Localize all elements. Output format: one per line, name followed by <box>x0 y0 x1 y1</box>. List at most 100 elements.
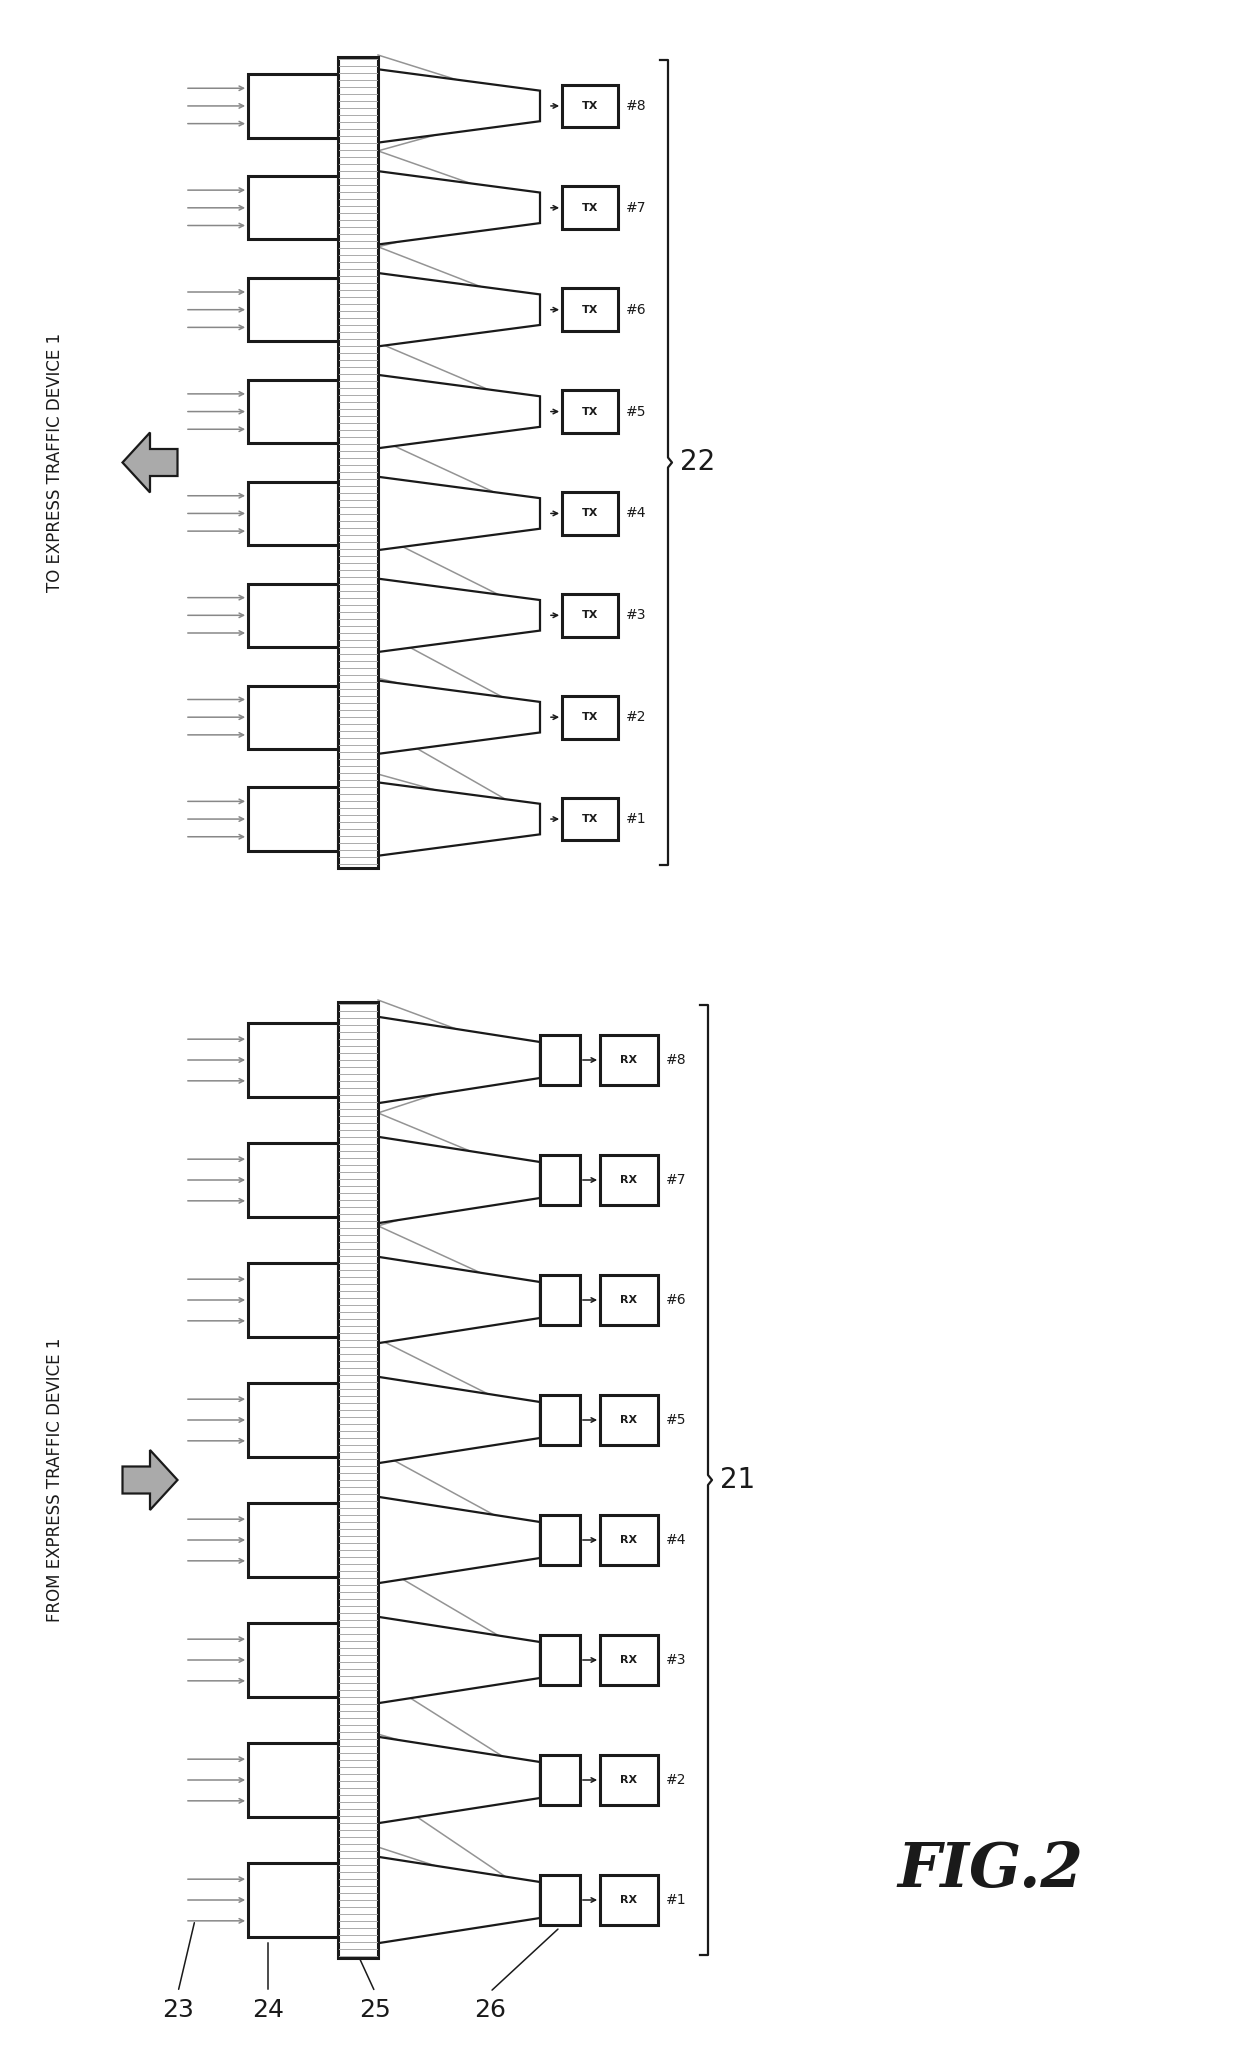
Text: #2: #2 <box>666 1772 687 1787</box>
Bar <box>339 58 378 869</box>
Text: #6: #6 <box>666 1294 687 1308</box>
Bar <box>600 1275 658 1324</box>
Bar <box>562 390 618 433</box>
Bar <box>248 175 339 239</box>
Bar <box>600 1875 658 1925</box>
Text: RX: RX <box>620 1054 637 1065</box>
Text: #3: #3 <box>666 1652 687 1667</box>
Polygon shape <box>378 1137 539 1223</box>
Bar <box>248 1743 339 1818</box>
Bar <box>600 1395 658 1446</box>
Bar <box>562 798 618 840</box>
Bar <box>539 1756 580 1805</box>
Bar <box>562 85 618 128</box>
Text: FROM EXPRESS TRAFFIC DEVICE 1: FROM EXPRESS TRAFFIC DEVICE 1 <box>46 1337 64 1622</box>
Text: FIG.2: FIG.2 <box>897 1840 1083 1900</box>
Text: 22: 22 <box>680 448 715 477</box>
Text: TX: TX <box>582 712 598 722</box>
Polygon shape <box>378 171 539 245</box>
Polygon shape <box>123 1450 177 1510</box>
Text: RX: RX <box>620 1415 637 1426</box>
Text: 21: 21 <box>720 1467 755 1494</box>
Bar <box>562 289 618 330</box>
Polygon shape <box>378 681 539 753</box>
Text: #5: #5 <box>666 1413 687 1428</box>
Text: TX: TX <box>582 815 598 823</box>
Text: #1: #1 <box>666 1894 687 1906</box>
Text: #8: #8 <box>626 99 646 113</box>
Text: TX: TX <box>582 202 598 212</box>
Polygon shape <box>378 70 539 142</box>
Bar <box>539 1395 580 1446</box>
Polygon shape <box>378 477 539 551</box>
Bar <box>562 493 618 534</box>
Text: #5: #5 <box>626 404 646 419</box>
Polygon shape <box>378 1256 539 1343</box>
Polygon shape <box>378 1017 539 1104</box>
Bar <box>600 1756 658 1805</box>
Text: TX: TX <box>582 406 598 417</box>
Text: RX: RX <box>620 1535 637 1545</box>
Text: 23: 23 <box>162 1997 193 2022</box>
Bar <box>600 1036 658 1085</box>
Bar <box>248 1382 339 1456</box>
Text: #8: #8 <box>666 1052 687 1067</box>
Bar <box>248 788 339 850</box>
Bar <box>539 1514 580 1566</box>
Bar <box>539 1875 580 1925</box>
Text: TX: TX <box>582 611 598 621</box>
Text: TX: TX <box>582 507 598 518</box>
Text: 26: 26 <box>474 1997 506 2022</box>
Polygon shape <box>378 1857 539 1943</box>
Text: 25: 25 <box>360 1997 391 2022</box>
Bar <box>562 695 618 739</box>
Text: RX: RX <box>620 1774 637 1784</box>
Polygon shape <box>378 1737 539 1824</box>
Polygon shape <box>123 433 177 493</box>
Bar <box>248 380 339 444</box>
Bar <box>248 1863 339 1937</box>
Bar <box>248 584 339 648</box>
Bar <box>248 685 339 749</box>
Text: RX: RX <box>620 1896 637 1904</box>
Bar <box>248 74 339 138</box>
Text: TX: TX <box>582 305 598 316</box>
Bar <box>248 1263 339 1337</box>
Bar <box>248 1143 339 1217</box>
Text: RX: RX <box>620 1176 637 1184</box>
Bar <box>248 1502 339 1578</box>
Bar <box>539 1155 580 1205</box>
Text: #4: #4 <box>626 505 646 520</box>
Polygon shape <box>378 1617 539 1704</box>
Bar <box>539 1036 580 1085</box>
Bar <box>539 1634 580 1685</box>
Bar <box>248 483 339 545</box>
Bar <box>600 1514 658 1566</box>
Text: #4: #4 <box>666 1533 687 1547</box>
Text: #2: #2 <box>626 710 646 724</box>
Polygon shape <box>378 375 539 448</box>
Polygon shape <box>378 782 539 856</box>
Text: TO EXPRESS TRAFFIC DEVICE 1: TO EXPRESS TRAFFIC DEVICE 1 <box>46 332 64 592</box>
Bar <box>539 1275 580 1324</box>
Polygon shape <box>378 578 539 652</box>
Polygon shape <box>378 272 539 347</box>
Bar <box>562 594 618 637</box>
Bar <box>562 186 618 229</box>
Text: 24: 24 <box>252 1997 284 2022</box>
Text: #3: #3 <box>626 609 646 623</box>
Text: RX: RX <box>620 1655 637 1665</box>
Polygon shape <box>378 1376 539 1463</box>
Text: #6: #6 <box>626 303 646 318</box>
Text: TX: TX <box>582 101 598 111</box>
Text: RX: RX <box>620 1296 637 1306</box>
Text: #1: #1 <box>626 813 646 825</box>
Bar <box>600 1155 658 1205</box>
Bar <box>600 1634 658 1685</box>
Polygon shape <box>378 1498 539 1582</box>
Bar <box>248 279 339 340</box>
Text: #7: #7 <box>666 1174 687 1186</box>
Text: #7: #7 <box>626 200 646 215</box>
Bar <box>339 1003 378 1958</box>
Bar <box>248 1624 339 1698</box>
